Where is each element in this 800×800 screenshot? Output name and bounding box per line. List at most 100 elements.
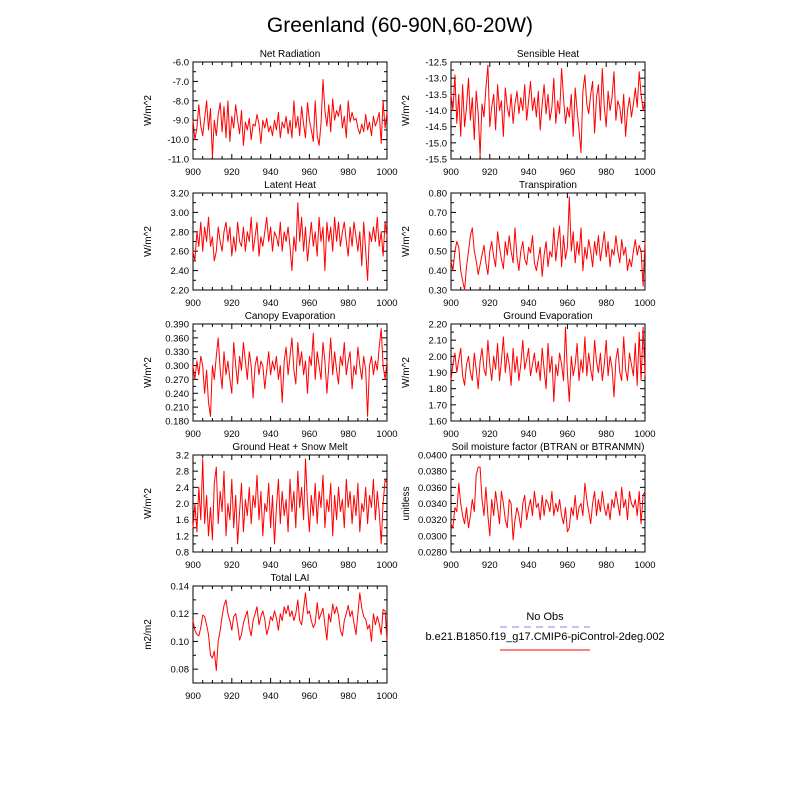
y-tick-label: -7.0 — [173, 77, 189, 88]
legend: No Obs b.e21.B1850.f19_g17.CMIP6-piContr… — [425, 611, 665, 651]
y-tick-label: 0.80 — [429, 189, 448, 200]
y-tick-label: 0.0320 — [418, 515, 447, 526]
y-tick-label: 3.00 — [171, 208, 190, 219]
plot-frame — [450, 192, 646, 291]
panel-total-lai: Total LAI 0.14 0.12 0.10 0.08 900 920 940 960 980… — [143, 573, 398, 702]
y-tick-label: 2.20 — [429, 320, 448, 331]
x-tick-label: 920 — [482, 298, 498, 309]
y-tick-label: -15.5 — [425, 155, 447, 166]
y-tick-label: -9.0 — [173, 116, 189, 127]
x-tick-label: 1000 — [634, 298, 655, 309]
series-line-soil-moisture-factor-btran-or-btranmn — [450, 466, 646, 541]
x-tick-label: 940 — [263, 429, 279, 440]
x-tick-label: 940 — [521, 560, 537, 571]
x-tick-label: 1000 — [634, 167, 655, 178]
y-tick-label: 1.90 — [429, 368, 448, 379]
series-line-ground-heat-snow-melt — [192, 458, 388, 545]
y-tick-label: 0.180 — [165, 417, 189, 428]
x-tick-label: 960 — [559, 560, 575, 571]
series-line-net-radiation — [192, 79, 388, 158]
x-tick-label: 900 — [443, 167, 459, 178]
y-tick-label: 2.8 — [176, 467, 189, 478]
x-tick-label: 900 — [185, 691, 201, 702]
y-tick-label: 0.08 — [171, 665, 190, 676]
y-tick-label: 1.70 — [429, 400, 448, 411]
y-tick-label: 0.30 — [429, 286, 448, 297]
x-tick-label: 980 — [340, 691, 356, 702]
y-tick-label: 0.40 — [429, 266, 448, 277]
x-tick-label: 900 — [185, 298, 201, 309]
x-tick-label: 920 — [482, 429, 498, 440]
x-tick-label: 960 — [301, 691, 317, 702]
panels: Net Radiation-6.0-7.0-8.0-9.0-10.0-11.09… — [143, 49, 656, 702]
x-tick-label: 900 — [443, 298, 459, 309]
x-tick-label: 960 — [301, 560, 317, 571]
x-tick-label: 1000 — [376, 167, 397, 178]
y-tick-label: 0.300 — [165, 361, 189, 372]
y-tick-label: 2.00 — [429, 352, 448, 363]
x-tick-label: 980 — [340, 560, 356, 571]
panel-title-soil-moisture-factor-btran-or-btranmn: Soil moisture factor (BTRAN or BTRANMN) — [452, 442, 645, 453]
legend-label-model-run: b.e21.B1850.f19_g17.CMIP6-piControl-2deg… — [425, 631, 664, 643]
y-axis-label: W/m^2 — [143, 226, 154, 257]
x-tick-label: 900 — [185, 560, 201, 571]
y-tick-label: 0.0400 — [418, 451, 447, 462]
x-tick-label: 920 — [224, 560, 240, 571]
x-tick-label: 960 — [559, 429, 575, 440]
x-tick-label: 920 — [224, 167, 240, 178]
series-line-latent-heat — [192, 202, 388, 281]
y-tick-label: -14.5 — [425, 122, 447, 133]
y-axis-label: W/m^2 — [143, 357, 154, 388]
y-axis-label: W/m^2 — [401, 226, 412, 257]
panel-canopy-evaporation: Canopy Evaporation 0.390 0.360 0.330 0.300 0.… — [143, 311, 398, 440]
x-tick-label: 920 — [224, 298, 240, 309]
series-line-sensible-heat — [450, 64, 646, 157]
y-axis-label: unitless — [401, 487, 412, 521]
y-tick-label: 0.60 — [429, 227, 448, 238]
panel-soil-moisture-factor-btran-or-btranmn: Soil moisture factor (BTRAN or BTRANMN) 0… — [401, 442, 656, 571]
x-tick-label: 940 — [263, 167, 279, 178]
y-tick-label: -8.0 — [173, 96, 189, 107]
y-tick-label: 1.6 — [176, 515, 189, 526]
panel-title-ground-evaporation: Ground Evaporation — [503, 311, 593, 322]
panel-ground-evaporation: Ground Evaporation 2.20 2.10 2.00 1.90 1.80 1.… — [401, 311, 656, 440]
y-tick-label: 0.330 — [165, 347, 189, 358]
x-tick-label: 960 — [301, 298, 317, 309]
x-tick-label: 920 — [224, 429, 240, 440]
x-tick-label: 920 — [224, 691, 240, 702]
x-tick-label: 940 — [263, 298, 279, 309]
y-tick-label: 0.0300 — [418, 531, 447, 542]
x-tick-label: 980 — [598, 298, 614, 309]
panel-sensible-heat: Sensible Heat -12.5 -13.0 -13.5 -14.0 -14.5 -1… — [401, 49, 656, 178]
y-tick-label: 0.210 — [165, 403, 189, 414]
panel-title-total-lai: Total LAI — [271, 573, 310, 584]
y-tick-label: 1.2 — [176, 531, 189, 542]
panel-title-canopy-evaporation: Canopy Evaporation — [245, 311, 336, 322]
x-tick-label: 980 — [598, 560, 614, 571]
x-tick-label: 980 — [598, 167, 614, 178]
series-line-transpiration — [450, 196, 646, 291]
y-tick-label: 2.80 — [171, 227, 190, 238]
y-tick-label: 0.14 — [171, 582, 190, 593]
y-tick-label: 0.270 — [165, 375, 189, 386]
panel-net-radiation: Net Radiation-6.0-7.0-8.0-9.0-10.0-11.09… — [143, 49, 398, 178]
y-tick-label: 0.390 — [165, 320, 189, 331]
x-tick-label: 900 — [185, 167, 201, 178]
x-tick-label: 920 — [482, 560, 498, 571]
y-tick-label: 0.50 — [429, 247, 448, 258]
x-tick-label: 1000 — [634, 429, 655, 440]
y-tick-label: -14.0 — [425, 106, 447, 117]
x-tick-label: 900 — [185, 429, 201, 440]
x-tick-label: 980 — [340, 298, 356, 309]
y-tick-label: -6.0 — [173, 58, 189, 69]
y-tick-label: 0.0280 — [418, 548, 447, 559]
x-tick-label: 1000 — [376, 560, 397, 571]
y-tick-label: 0.0340 — [418, 499, 447, 510]
y-axis-label: W/m^2 — [401, 95, 412, 126]
plot-frame — [450, 323, 646, 422]
x-tick-label: 900 — [443, 429, 459, 440]
x-tick-label: 940 — [521, 429, 537, 440]
y-tick-label: 0.0380 — [418, 467, 447, 478]
x-tick-label: 980 — [340, 167, 356, 178]
y-tick-label: 3.2 — [176, 451, 189, 462]
